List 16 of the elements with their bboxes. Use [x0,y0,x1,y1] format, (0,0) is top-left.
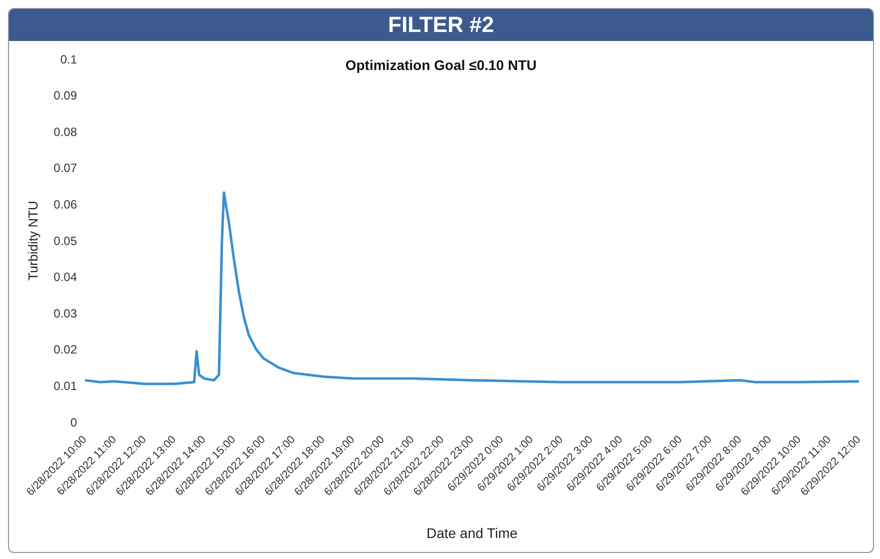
y-tick-label: 0.04 [54,270,78,284]
y-tick-label: 0.02 [54,342,78,357]
y-tick-label: 0 [70,415,78,430]
y-tick-label: 0.1 [60,52,78,66]
y-tick-label: 0.08 [54,124,78,139]
line-series [85,191,859,386]
y-tick-label: 0.01 [54,378,78,393]
y-tick-label: 0.03 [54,306,78,320]
chart-title: FILTER #2 [9,9,873,41]
y-tick-label: 0.06 [54,197,78,212]
y-axis-title: Turbidity NTU [26,200,41,280]
y-tick-label: 0.07 [54,161,78,176]
x-axis-title: Date and Time [426,525,518,541]
chart-subtitle: Optimization Goal ≤0.10 NTU [345,57,537,73]
y-tick-label: 0.05 [54,234,78,248]
y-tick-label: 0.09 [54,88,78,103]
